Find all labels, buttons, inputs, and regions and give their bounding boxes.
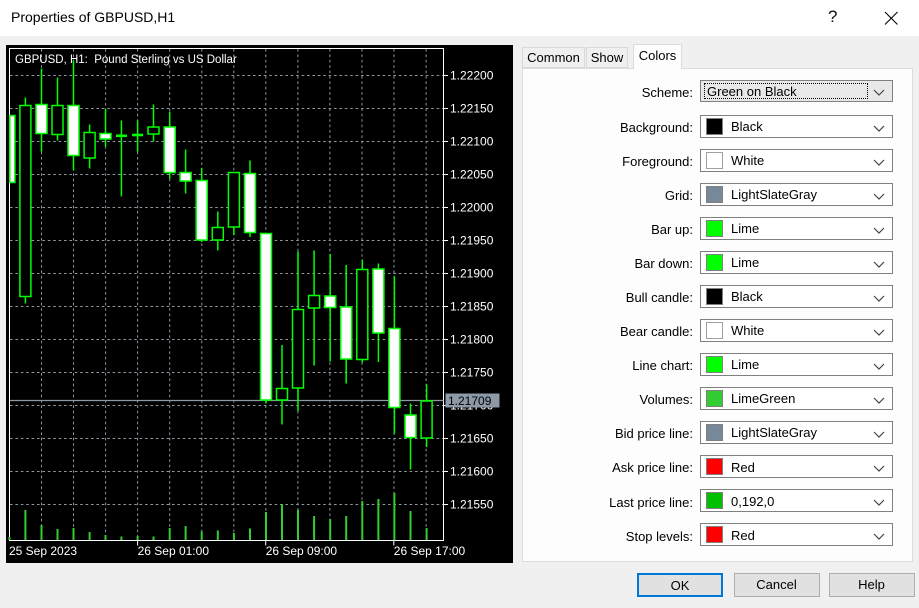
svg-text:1.22100: 1.22100 [450, 134, 494, 148]
svg-text:1.22200: 1.22200 [450, 68, 494, 82]
svg-text:1.21750: 1.21750 [450, 365, 494, 379]
svg-text:1.22050: 1.22050 [450, 167, 494, 181]
svg-text:1.21650: 1.21650 [450, 431, 494, 445]
svg-text:GBPUSD, H1: Pound Sterling vs: GBPUSD, H1: Pound Sterling vs US Dollar [15, 54, 237, 66]
svg-text:1.21950: 1.21950 [450, 233, 494, 247]
svg-text:1.21900: 1.21900 [450, 266, 494, 280]
svg-text:25 Sep 2023: 25 Sep 2023 [9, 544, 77, 558]
svg-text:1.21600: 1.21600 [450, 464, 494, 478]
svg-text:1.21800: 1.21800 [450, 332, 494, 346]
svg-text:26 Sep 17:00: 26 Sep 17:00 [394, 544, 466, 558]
svg-text:1.21550: 1.21550 [450, 497, 494, 511]
svg-text:26 Sep 01:00: 26 Sep 01:00 [138, 544, 210, 558]
svg-text:1.21709: 1.21709 [448, 394, 492, 408]
svg-text:1.21850: 1.21850 [450, 299, 494, 313]
svg-text:26 Sep 09:00: 26 Sep 09:00 [266, 544, 338, 558]
svg-text:1.22150: 1.22150 [450, 101, 494, 115]
svg-text:1.22000: 1.22000 [450, 200, 494, 214]
